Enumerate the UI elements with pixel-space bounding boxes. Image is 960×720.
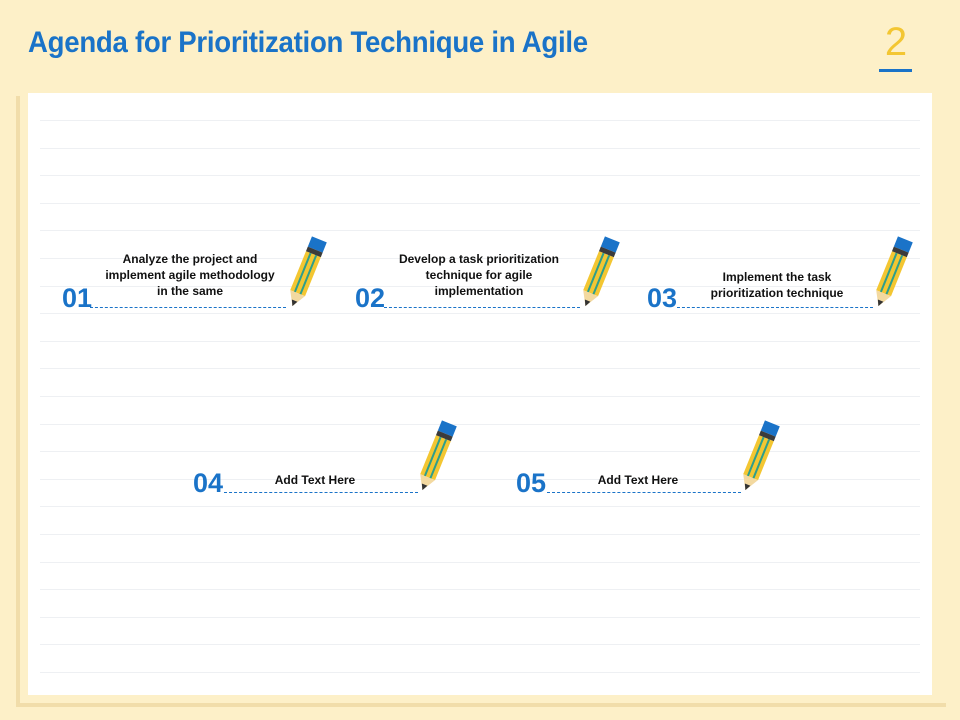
notepad-rule-line [40,258,920,259]
agenda-item-5-dashed-line [547,492,741,493]
notepad-rule-line [40,230,920,231]
notepad-rule-line [40,534,920,535]
agenda-item-5-text: Add Text Here [597,473,679,487]
agenda-item-1-dashed-line [90,307,286,308]
agenda-item-3-text: Implement the task prioritization techni… [710,270,844,300]
agenda-item-2-dashed-line [384,307,580,308]
agenda-item-1-number: 01 [62,283,93,313]
agenda-item-3-number: 03 [647,283,678,313]
agenda-item-5-number: 05 [516,468,547,498]
agenda-item-1-text: Analyze the project and implement agile … [105,252,275,298]
page-number-underline [879,69,912,72]
notepad-rule-line [40,589,920,590]
notepad-rule-line [40,203,920,204]
notepad-rule-line [40,175,920,176]
notepad-rule-line [40,341,920,342]
pencil-icon [583,236,620,307]
notepad-rule-line [40,396,920,397]
agenda-item-3-dashed-line [677,307,873,308]
pencil-icon [420,420,457,491]
agenda-item-4-text: Add Text Here [274,473,356,487]
pencil-icon [290,236,327,307]
notepad-rule-line [40,506,920,507]
notepad-rule-line [40,479,920,480]
notepad-rule-line [40,148,920,149]
notepad-rule-line [40,368,920,369]
pencil-icon [876,236,913,307]
agenda-item-2-text: Develop a task prioritization technique … [398,252,560,298]
notepad-rule-line [40,424,920,425]
page-title: Agenda for Prioritization Technique in A… [28,26,588,59]
notepad-rule-line [40,617,920,618]
notepad-rule-line [40,313,920,314]
notepad-rule-line [40,562,920,563]
notepad-rule-line [40,120,920,121]
pencil-icon [743,420,780,491]
frame-left-border [16,96,20,706]
agenda-item-2-number: 02 [355,283,386,313]
notepad-rule-line [40,286,920,287]
notepad-rule-line [40,451,920,452]
notepad-paper: Analyze the project and implement agile … [28,93,932,695]
frame-bottom-border [16,703,946,707]
page-number: 2 [884,20,908,64]
notepad-rule-line [40,672,920,673]
agenda-item-4-number: 04 [193,468,224,498]
notepad-rule-line [40,644,920,645]
agenda-item-4-dashed-line [224,492,418,493]
